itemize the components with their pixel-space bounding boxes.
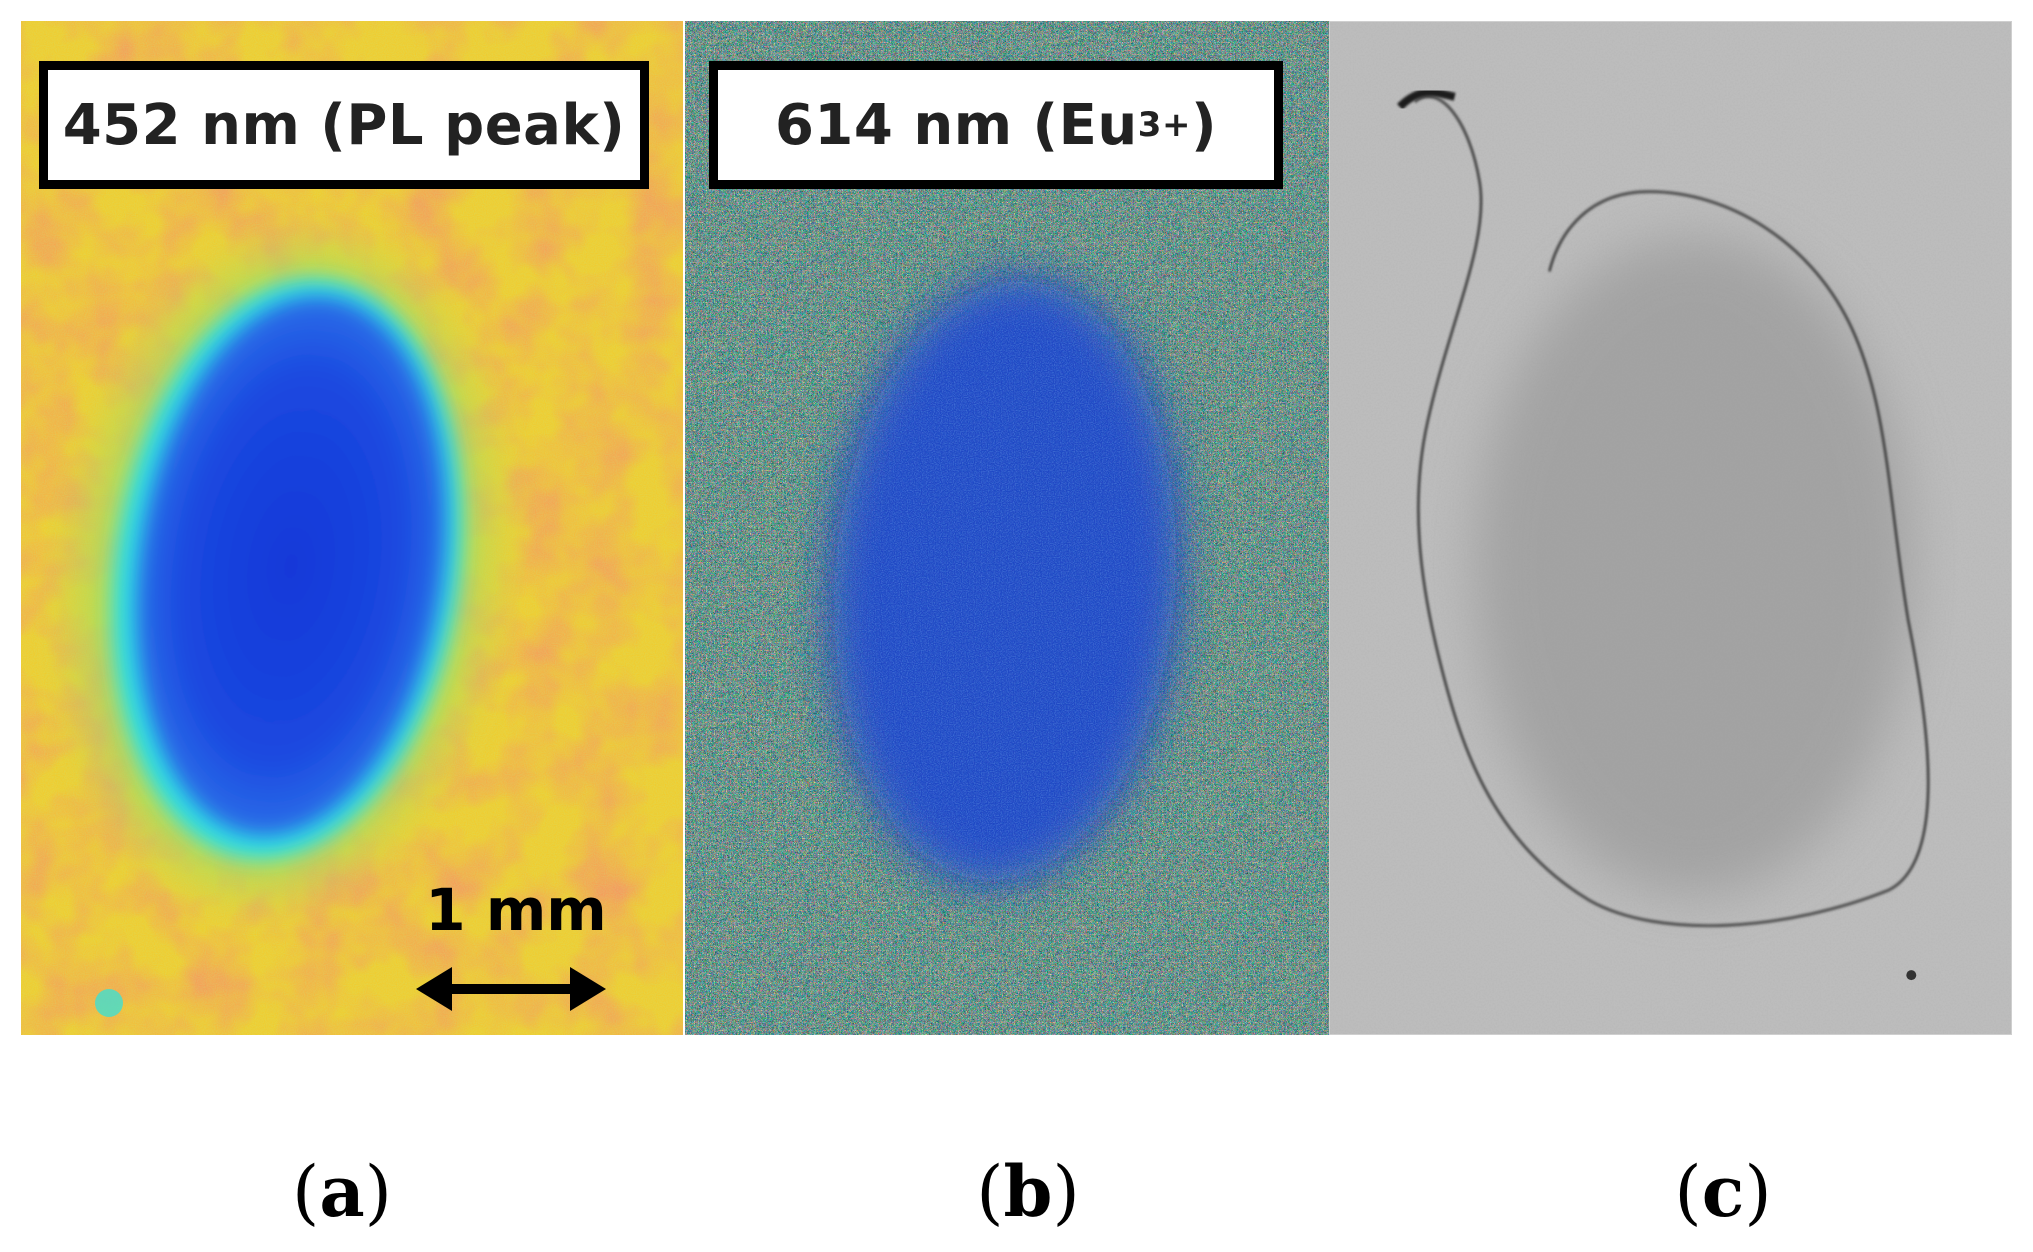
optical-micrograph-image [1330,22,2011,1034]
pl-map-452nm-image [21,21,683,1035]
panel-caption-a-letter: a [319,1150,365,1233]
optical-micrograph [1329,21,2012,1035]
panel-caption-c-letter: c [1701,1150,1745,1233]
scale-bar-label: 1 mm [425,876,607,944]
wavelength-label-614nm: 614 nm (Eu 3+) [709,61,1283,189]
panel-caption-b-letter: b [1003,1150,1053,1233]
panel-caption-c: (c) [1674,1150,1772,1233]
wavelength-label-452nm: 452 nm (PL peak) [39,61,649,189]
pl-map-614nm-image [685,21,1329,1035]
wavelength-label-614nm-suffix: ) [1190,92,1218,158]
wavelength-label-452nm-text: 452 nm (PL peak) [62,92,626,158]
panel-caption-b: (b) [976,1150,1080,1233]
pl-map-452nm: 452 nm (PL peak) 1 mm [21,21,683,1035]
pl-map-614nm: 614 nm (Eu 3+) [685,21,1329,1035]
panel-caption-a: (a) [292,1150,392,1233]
double-arrow-icon [416,967,606,1011]
wavelength-label-614nm-prefix: 614 nm (Eu [774,92,1138,158]
